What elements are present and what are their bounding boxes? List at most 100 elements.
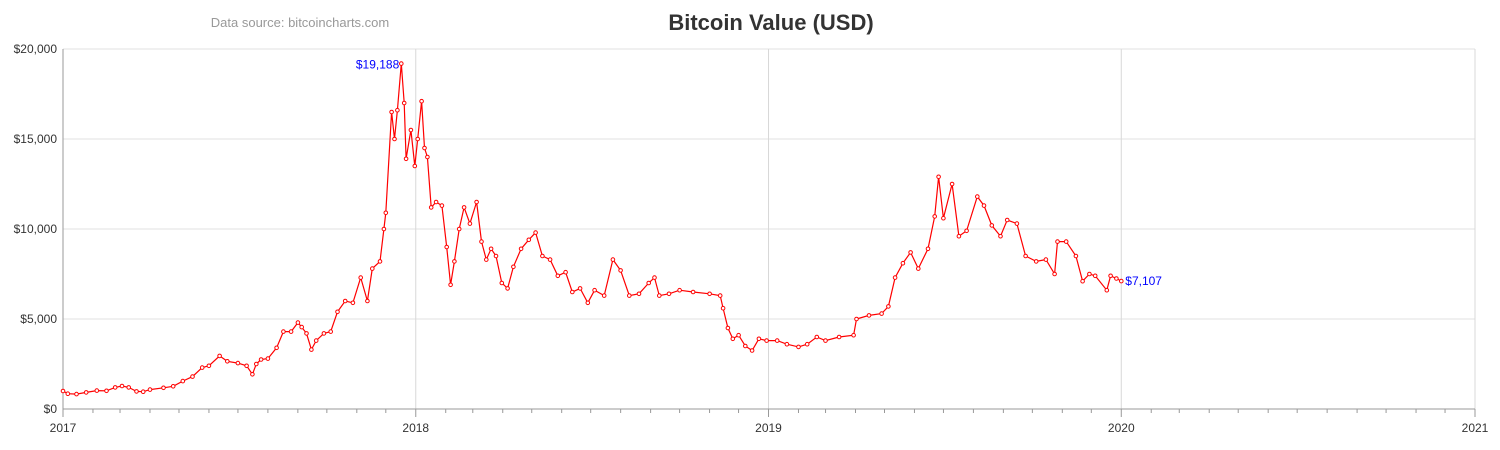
data-point [258, 357, 264, 362]
data-point [342, 298, 348, 304]
data-point [309, 347, 314, 352]
y-tick-label: $0 [44, 402, 58, 416]
data-point [452, 259, 457, 264]
data-point [83, 390, 89, 395]
data-point [370, 266, 375, 271]
gridlines [63, 48, 1476, 409]
y-tick-label: $15,000 [14, 132, 58, 146]
data-point [814, 334, 820, 340]
data-point [253, 361, 259, 367]
data-point [235, 360, 241, 366]
data-point [1104, 287, 1110, 293]
data-point [1087, 271, 1092, 277]
data-point [823, 338, 828, 343]
data-point [964, 228, 969, 234]
data-point [756, 336, 762, 342]
data-point [467, 221, 473, 226]
data-point [1004, 217, 1010, 223]
data-point [250, 372, 255, 377]
data-point [403, 156, 409, 162]
data-point [419, 98, 424, 104]
data-point [749, 348, 755, 353]
data-point [916, 266, 921, 271]
data-point [392, 136, 397, 142]
x-tick-label: 2017 [50, 421, 77, 435]
data-point [461, 205, 467, 210]
data-point [511, 264, 516, 270]
data-point [433, 199, 439, 205]
data-point [526, 237, 532, 243]
data-point [401, 100, 407, 106]
data-point [555, 273, 561, 279]
data-point [335, 309, 340, 315]
data-point [412, 163, 418, 169]
data-point [304, 331, 309, 336]
data-point [725, 325, 731, 331]
data-point [1014, 221, 1020, 226]
data-point [690, 289, 696, 295]
data-point [975, 194, 980, 199]
data-point [358, 275, 364, 280]
data-point [610, 257, 616, 262]
data-point [415, 136, 421, 142]
data-point [448, 282, 453, 288]
data-point [328, 329, 334, 334]
data-source-note: Data source: bitcoincharts.com [211, 15, 389, 30]
data-point [627, 293, 632, 298]
data-point [949, 181, 955, 187]
data-point [547, 257, 553, 262]
data-point [350, 300, 356, 306]
data-point [1073, 253, 1079, 259]
data-point [274, 345, 279, 351]
data-point [932, 214, 938, 219]
data-point [936, 174, 941, 180]
data-point [652, 275, 657, 280]
data-point [1080, 278, 1085, 284]
data-point [743, 343, 748, 349]
x-tick-label: 2021 [1462, 421, 1489, 435]
data-point [774, 338, 780, 343]
annotations: $19,188 $7,107 [356, 58, 1162, 288]
data-point [677, 287, 682, 293]
data-point [1092, 273, 1098, 279]
data-point [244, 363, 249, 369]
data-point [383, 210, 389, 216]
data-point [1119, 278, 1124, 284]
x-tick-label: 2019 [755, 421, 782, 435]
data-point [925, 246, 931, 252]
data-point [956, 233, 962, 239]
data-point [533, 230, 538, 235]
data-point [199, 365, 205, 370]
data-point [74, 391, 79, 397]
data-point [499, 280, 505, 286]
data-point [225, 359, 230, 364]
data-point [321, 331, 327, 336]
data-point [707, 291, 712, 297]
data-point [908, 250, 913, 255]
data-point [444, 244, 450, 250]
data-point [879, 311, 884, 316]
data-point [474, 199, 479, 205]
data-point [484, 257, 489, 262]
data-point [657, 293, 662, 298]
data-point [736, 332, 741, 338]
data-point [65, 391, 71, 397]
data-point [399, 61, 404, 66]
data-point [281, 329, 286, 334]
data-point [425, 154, 430, 160]
data-point [900, 260, 906, 266]
data-point [365, 298, 370, 304]
data-point [666, 291, 672, 297]
data-point [804, 341, 810, 347]
data-point [646, 280, 652, 286]
data-point [395, 107, 400, 113]
data-point [161, 385, 166, 391]
data-point [998, 233, 1003, 239]
data-point [836, 334, 842, 340]
x-tick-label: 2020 [1108, 421, 1135, 435]
y-tick-label: $10,000 [14, 222, 58, 236]
data-point [730, 336, 736, 342]
data-point [265, 356, 271, 361]
y-tick-label: $20,000 [14, 42, 58, 56]
